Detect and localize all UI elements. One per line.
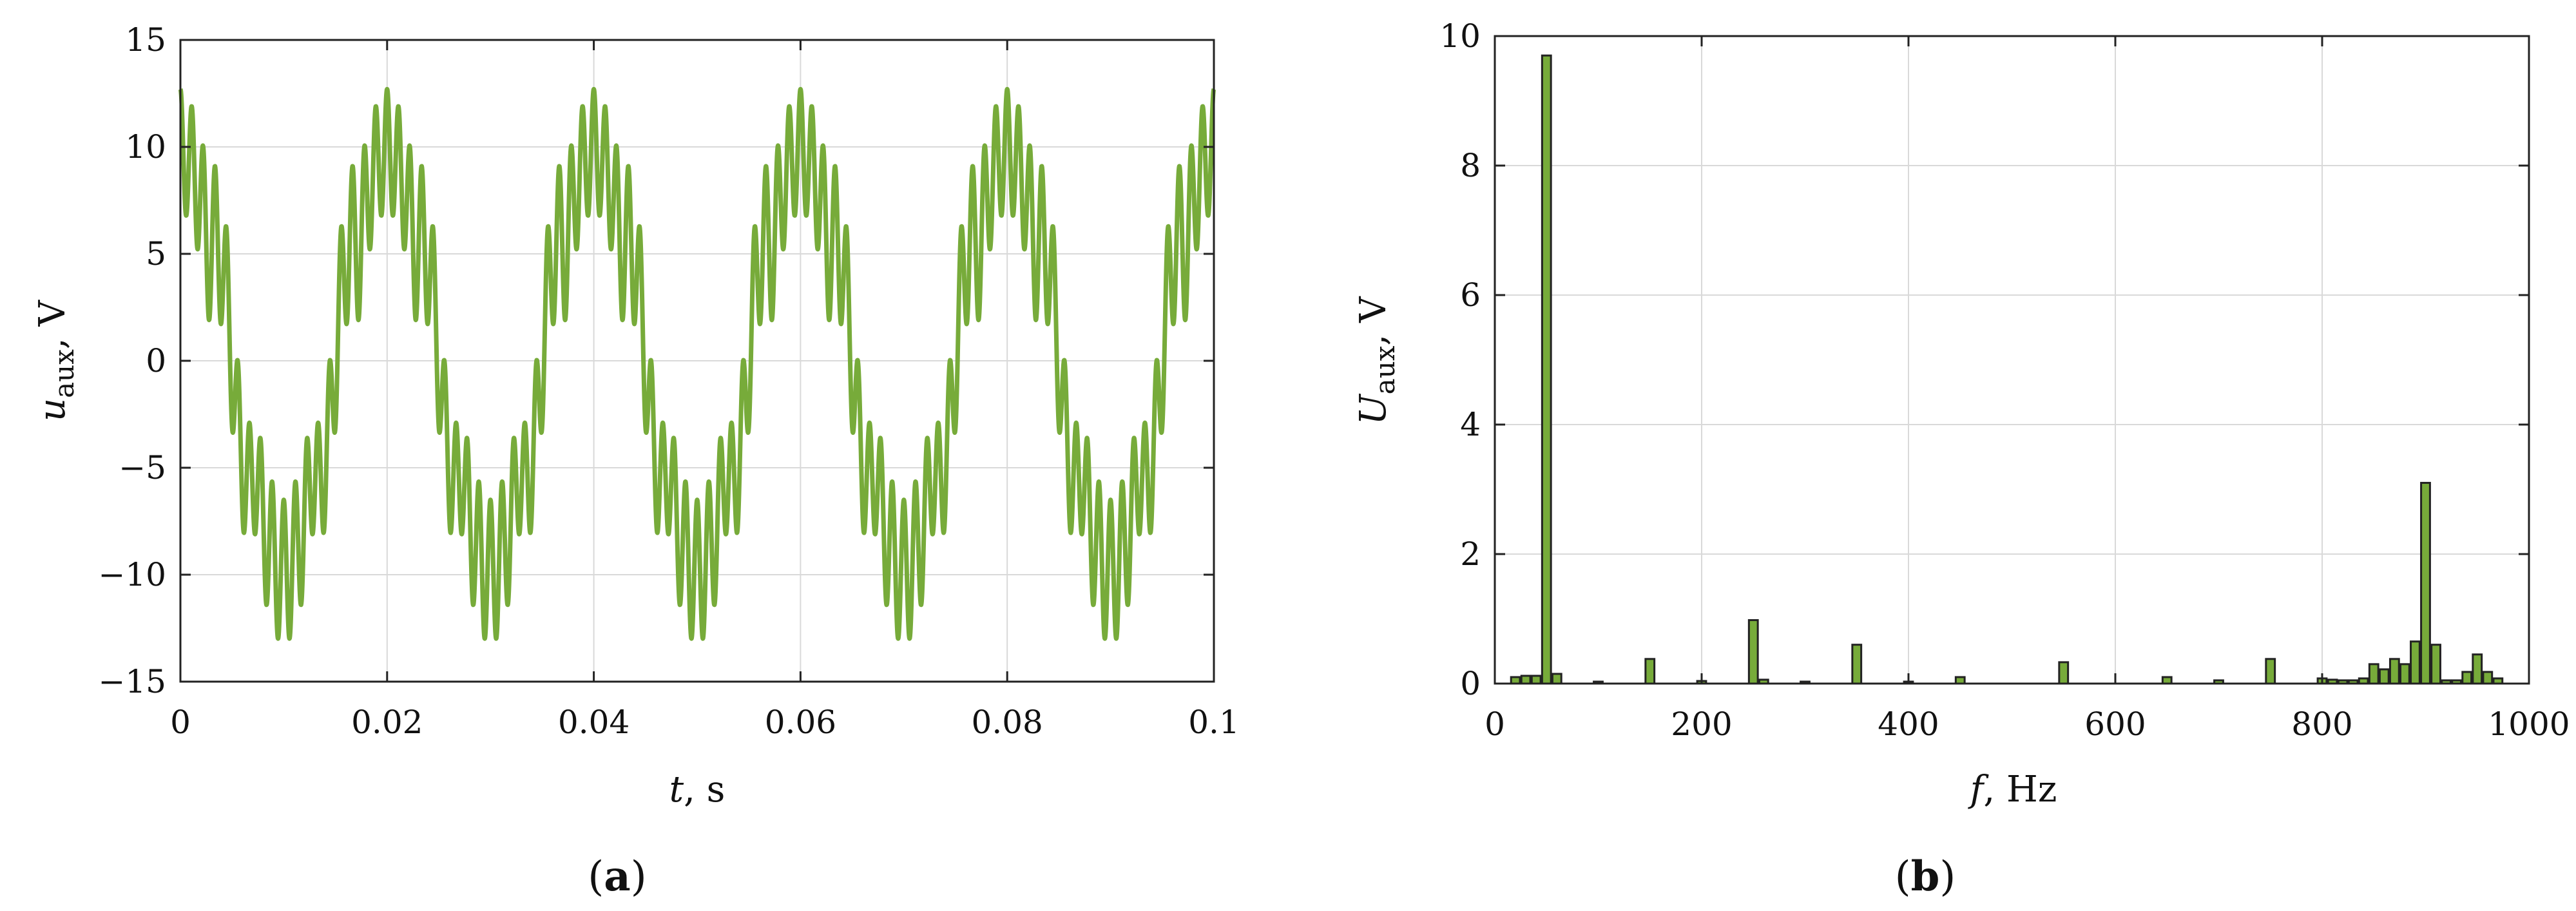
x-tick-label-b: 1000 — [2488, 705, 2570, 743]
axes-box-b — [1494, 35, 2530, 685]
x-axis-label-b: f, Hz — [1968, 769, 2057, 810]
spectrum-bar — [2368, 663, 2379, 685]
spectrum-bar — [2058, 661, 2070, 685]
x-tick-label-a: 0.1 — [1188, 704, 1240, 741]
ticks-a: 0 0.02 0.04 0.06 0.08 0.1 −15 −10 −5 0 5 10 15 — [98, 21, 1239, 741]
x-tick-label-b: 800 — [2291, 705, 2352, 743]
x-tick-label-a: 0 — [170, 704, 191, 741]
spectrum-bar — [2389, 658, 2400, 685]
spectrum-bar — [2265, 658, 2276, 685]
spectrum-bar — [2472, 653, 2483, 685]
spectrum-bar — [1510, 676, 1521, 685]
y-axis-label-a: uaux, V — [32, 299, 80, 421]
x-tick-label-b: 0 — [1485, 705, 1505, 743]
y-axis-label-b: Uaux, V — [1352, 296, 1401, 425]
ticks-b: 0 200 400 600 800 1000 0 2 4 6 8 10 — [1439, 17, 2570, 743]
y-tick-label-a: −10 — [98, 556, 166, 593]
y-tick-label-a: −5 — [119, 449, 166, 486]
y-tick-label-a: 0 — [146, 342, 166, 379]
panel-b: 0 200 400 600 800 1000 0 2 4 6 8 10 f, Hz Uaux, V (… — [1352, 17, 2570, 901]
spectrum-bar — [2482, 671, 2494, 685]
x-tick-label-b: 400 — [1878, 705, 1939, 743]
spectrum-bar — [2378, 668, 2390, 685]
grid-a — [180, 39, 1215, 682]
spectrum-bar — [1551, 673, 1562, 685]
y-tick-label-a: 5 — [146, 235, 166, 273]
spectrum-bar — [1530, 675, 1542, 685]
spectrum-bar — [1954, 676, 1966, 685]
y-tick-label-b: 10 — [1439, 17, 1481, 55]
spectrum-bar — [1851, 644, 1863, 685]
x-tick-label-a: 0.04 — [558, 704, 630, 741]
y-tick-label-b: 0 — [1460, 665, 1481, 702]
y-tick-label-a: 15 — [125, 21, 166, 59]
x-tick-label-a: 0.02 — [351, 704, 423, 741]
spectrum-bar — [2461, 671, 2473, 685]
spectrum-bar — [2420, 481, 2431, 685]
waveform-line — [178, 86, 1216, 641]
y-tick-label-a: −15 — [98, 663, 166, 700]
x-tick-label-b: 600 — [2084, 705, 2146, 743]
x-tick-label-b: 200 — [1671, 705, 1732, 743]
y-tick-label-b: 2 — [1460, 535, 1481, 573]
x-tick-label-a: 0.06 — [765, 704, 836, 741]
y-tick-label-a: 10 — [125, 128, 166, 166]
spectrum-bar — [2430, 644, 2441, 685]
plot-area-b — [1495, 36, 2529, 684]
y-tick-label-b: 8 — [1460, 147, 1481, 184]
spectrum-bar — [2410, 640, 2421, 685]
spectrum-bar — [1541, 54, 1552, 685]
spectrum-bar — [1644, 658, 1656, 685]
spectrum-bar — [1747, 619, 1759, 685]
panel-label-b: (b) — [1895, 852, 1956, 901]
spectrum-bar — [2399, 663, 2410, 685]
y-tick-label-b: 4 — [1460, 406, 1481, 443]
x-axis-label-a: t, s — [669, 769, 726, 810]
panel-label-a: (a) — [588, 852, 646, 901]
spectrum-bar — [2161, 676, 2173, 685]
y-tick-label-b: 6 — [1460, 276, 1481, 314]
spectrum-bar — [1520, 675, 1532, 685]
x-tick-label-a: 0.08 — [972, 704, 1043, 741]
